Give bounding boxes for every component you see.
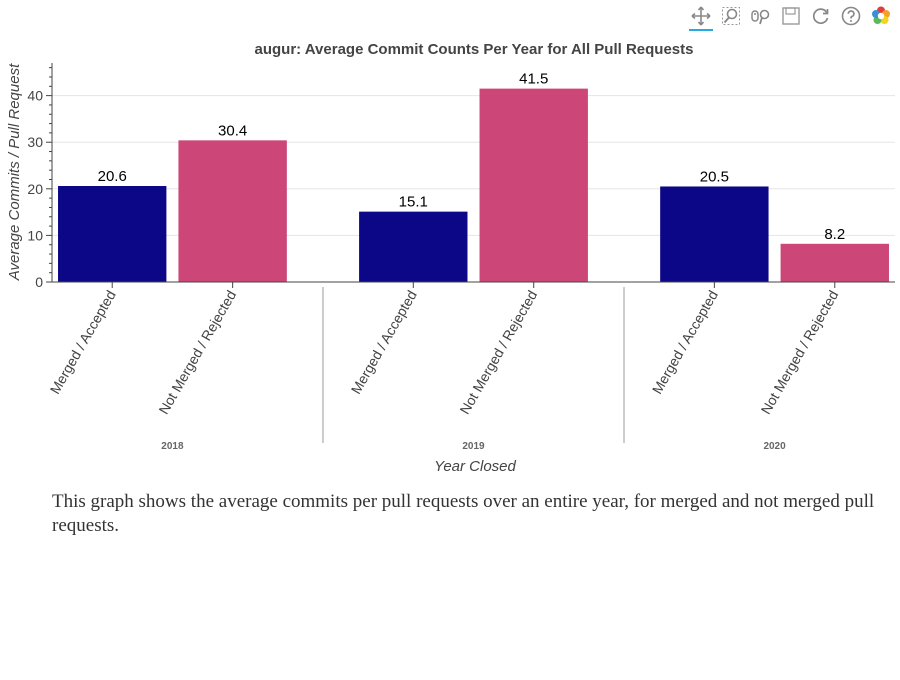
bar-value-label: 15.1 bbox=[399, 194, 428, 211]
chart-caption: This graph shows the average commits per… bbox=[52, 491, 875, 536]
x-group-label: 2020 bbox=[763, 441, 786, 452]
x-subcategory-label: Not Merged / Rejected bbox=[155, 288, 239, 417]
y-tick-label: 10 bbox=[27, 227, 43, 243]
bar-value-label: 41.5 bbox=[519, 71, 548, 88]
x-subcategory-label: Not Merged / Rejected bbox=[757, 288, 841, 417]
x-subcategory-label: Merged / Accepted bbox=[348, 288, 420, 397]
x-group-label: 2018 bbox=[161, 441, 184, 452]
bar-value-label: 8.2 bbox=[824, 226, 845, 243]
save-tool-button[interactable] bbox=[778, 3, 804, 29]
box-zoom-icon bbox=[722, 7, 740, 25]
bokeh-logo-button[interactable] bbox=[868, 3, 894, 29]
x-group-label: 2019 bbox=[462, 441, 485, 452]
bar bbox=[359, 211, 468, 282]
bokeh-logo-icon bbox=[872, 6, 890, 24]
pan-tool-button[interactable] bbox=[688, 3, 714, 31]
bar bbox=[780, 243, 889, 282]
pan-icon bbox=[691, 6, 711, 26]
bar bbox=[178, 140, 287, 282]
bar-value-label: 30.4 bbox=[218, 122, 247, 139]
bar-value-label: 20.6 bbox=[98, 168, 127, 185]
x-subcategory-label: Merged / Accepted bbox=[47, 288, 119, 397]
save-icon bbox=[782, 7, 800, 25]
y-axis-label: Average Commits / Pull Request bbox=[6, 63, 23, 281]
bar bbox=[660, 186, 769, 282]
y-tick-label: 20 bbox=[27, 181, 43, 197]
plot-toolbar bbox=[688, 2, 894, 31]
y-tick-label: 40 bbox=[27, 88, 43, 104]
bar-value-label: 20.5 bbox=[700, 168, 729, 185]
reset-icon bbox=[812, 8, 829, 24]
chart-title: augur: Average Commit Counts Per Year fo… bbox=[255, 41, 694, 58]
bar-chart: augur: Average Commit Counts Per Year fo… bbox=[6, 41, 895, 475]
help-icon bbox=[841, 6, 861, 26]
y-tick-label: 0 bbox=[35, 274, 43, 290]
reset-tool-button[interactable] bbox=[808, 3, 834, 29]
box-zoom-tool-button[interactable] bbox=[718, 3, 744, 29]
y-axis: 0 10 20 30 40 bbox=[27, 63, 53, 290]
wheel-zoom-icon bbox=[751, 9, 770, 25]
bar bbox=[479, 88, 588, 283]
x-axis: Merged / Accepted Not Merged / Rejected 20… bbox=[47, 281, 895, 452]
help-tool-button[interactable] bbox=[838, 3, 864, 29]
bar bbox=[58, 186, 167, 282]
x-subcategory-label: Not Merged / Rejected bbox=[456, 288, 540, 417]
data-labels: 20.6 30.4 15.1 41.5 20.5 8.2 bbox=[98, 71, 846, 243]
x-axis-label: Year Closed bbox=[434, 458, 516, 475]
wheel-zoom-tool-button[interactable] bbox=[748, 3, 774, 29]
bars bbox=[58, 88, 889, 283]
y-tick-label: 30 bbox=[27, 134, 43, 150]
x-subcategory-label: Merged / Accepted bbox=[649, 288, 721, 397]
